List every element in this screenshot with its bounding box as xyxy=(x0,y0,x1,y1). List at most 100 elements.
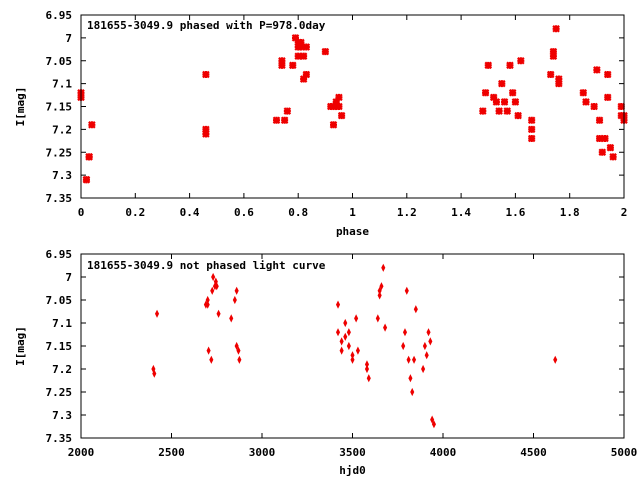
unphased-y-tick-label: 7.3 xyxy=(52,409,72,422)
phased-x-tick-label: 0.2 xyxy=(125,206,145,219)
unphased-data-point xyxy=(406,355,411,364)
phased-x-tick-label: 1.4 xyxy=(451,206,471,219)
phased-chart-points xyxy=(77,24,628,184)
phased-x-tick-label: 1.6 xyxy=(505,206,525,219)
unphased-x-tick-label: 3500 xyxy=(339,446,366,459)
phased-y-tick-label: 6.95 xyxy=(46,9,73,22)
phased-data-point xyxy=(481,88,490,97)
unphased-data-point xyxy=(346,328,351,337)
phased-data-point xyxy=(299,52,308,60)
phased-data-point xyxy=(297,38,305,47)
phased-data-point xyxy=(291,34,300,42)
phased-chart-title: 181655-3049.9 phased with P=978.0day xyxy=(87,19,326,32)
unphased-data-point xyxy=(431,420,436,429)
unphased-y-tick-label: 7.1 xyxy=(52,317,72,330)
phased-data-point xyxy=(82,175,91,184)
unphased-data-point xyxy=(210,286,215,295)
phased-data-point xyxy=(299,75,308,83)
unphased-data-point xyxy=(346,341,351,351)
unphased-data-point xyxy=(339,337,344,346)
phased-data-point xyxy=(598,148,607,157)
phased-data-point xyxy=(582,98,590,106)
phased-data-point xyxy=(278,56,286,65)
phased-data-point xyxy=(517,56,525,65)
phased-chart-ylabel: I[mag] xyxy=(14,87,27,127)
phased-y-tick-label: 7 xyxy=(65,32,72,45)
unphased-data-point xyxy=(408,374,413,383)
phased-x-tick-label: 0.4 xyxy=(180,206,200,219)
phased-data-point xyxy=(514,111,522,120)
unphased-data-point xyxy=(402,328,408,337)
unphased-data-point xyxy=(234,286,239,295)
phased-data-point xyxy=(527,134,536,143)
unphased-y-tick-label: 7.2 xyxy=(52,363,72,376)
unphased-data-point xyxy=(335,300,341,309)
phased-data-point xyxy=(603,70,612,79)
phased-x-tick-label: 2 xyxy=(621,206,628,219)
phased-chart-xlabel: phase xyxy=(336,225,369,238)
phased-data-point xyxy=(508,88,517,97)
phased-data-point xyxy=(552,24,560,33)
unphased-data-point xyxy=(366,374,371,383)
unphased-data-point xyxy=(381,263,386,272)
phased-chart-frame xyxy=(80,14,625,199)
unphased-data-point xyxy=(413,305,418,314)
phased-data-point xyxy=(527,116,536,125)
phased-data-point xyxy=(283,107,292,115)
phased-data-point xyxy=(506,61,514,70)
phased-x-tick-label: 1 xyxy=(349,206,356,219)
phased-x-tick-label: 0.8 xyxy=(288,206,308,219)
unphased-data-point xyxy=(335,328,341,337)
unphased-data-point xyxy=(206,346,211,355)
unphased-x-tick-label: 4500 xyxy=(520,446,547,459)
phased-data-point xyxy=(590,102,598,111)
unphased-data-point xyxy=(428,337,433,346)
unphased-chart-xlabel: hjd0 xyxy=(339,464,366,477)
phased-data-point xyxy=(302,43,311,51)
unphased-x-tick-label: 3000 xyxy=(249,446,276,459)
unphased-y-tick-label: 7 xyxy=(65,271,72,284)
phased-data-point xyxy=(479,107,487,115)
phased-x-tick-label: 1.2 xyxy=(397,206,417,219)
phased-y-tick-label: 7.15 xyxy=(46,101,73,114)
phased-x-tick-label: 0 xyxy=(78,206,85,219)
unphased-data-point xyxy=(154,309,160,318)
unphased-data-point xyxy=(350,351,355,360)
unphased-data-point xyxy=(422,341,427,351)
unphased-data-point xyxy=(152,369,157,378)
phased-y-tick-label: 7.2 xyxy=(52,123,72,136)
unphased-data-point xyxy=(377,291,382,300)
unphased-chart-ylabel: I[mag] xyxy=(14,326,27,366)
phased-data-point xyxy=(88,121,96,129)
unphased-y-tick-label: 7.15 xyxy=(46,340,73,353)
unphased-data-point xyxy=(426,328,431,337)
phased-data-point xyxy=(335,93,343,102)
phased-data-point xyxy=(527,125,536,134)
phased-data-point xyxy=(609,153,617,161)
phased-y-tick-label: 7.1 xyxy=(52,78,72,91)
unphased-data-point xyxy=(404,286,409,295)
unphased-data-point xyxy=(424,351,429,360)
phased-data-point xyxy=(579,88,588,97)
unphased-x-tick-label: 4000 xyxy=(430,446,457,459)
phased-data-point xyxy=(500,98,509,106)
phased-chart-ticks: 0 0.2 0.4 0.6 0.8 1 1.2 1.4 1.6 1.8 2 6.95 7 7.05 7.1 7… xyxy=(46,9,628,219)
phased-data-point xyxy=(603,93,612,102)
unphased-chart-title: 181655-3049.9 not phased light curve xyxy=(87,259,326,272)
unphased-chart-frame xyxy=(80,253,625,439)
unphased-x-tick-label: 2500 xyxy=(158,446,185,459)
unphased-data-point xyxy=(354,314,359,323)
unphased-x-tick-label: 2000 xyxy=(68,446,95,459)
phased-data-point xyxy=(202,130,210,138)
unphased-data-point xyxy=(401,341,406,351)
unphased-data-point xyxy=(237,355,242,364)
unphased-data-point xyxy=(229,314,234,323)
unphased-data-point xyxy=(383,323,388,332)
unphased-chart: 2000 2500 3000 3500 4000 4500 5000 6.95 7 7.05 7.1… xyxy=(14,248,637,477)
phased-data-point xyxy=(595,116,604,125)
phased-data-point xyxy=(495,107,503,115)
phased-data-point xyxy=(85,153,93,161)
